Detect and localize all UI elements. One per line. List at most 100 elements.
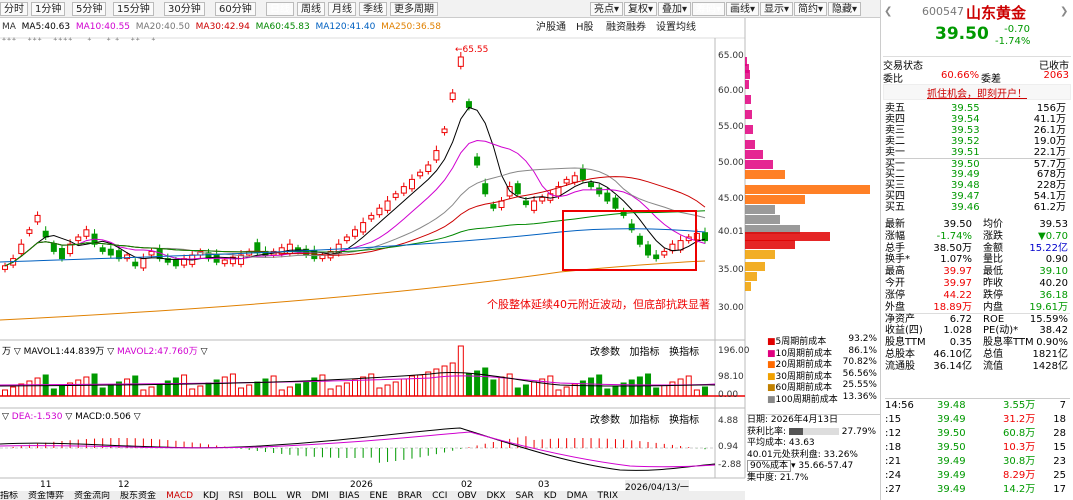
stat-value: 46.10亿 [933,348,972,360]
cost-range-select[interactable]: 90%成本 [747,460,792,473]
period-tab-8[interactable]: 月线 [328,2,356,16]
quote-panel [880,0,1073,500]
indicator-tab-3[interactable]: 股东资金 [120,491,157,500]
volume-bar [661,384,668,397]
chip-bar [745,160,773,169]
toolbar-mid-1[interactable]: H股 [576,22,594,33]
open-account-ad[interactable]: 抓住机会，即刻开户！ [883,84,1071,100]
toolbar-mid-0[interactable]: 沪股通 [536,22,566,33]
indicator-tab-1[interactable]: 资金博弈 [28,491,65,500]
period-tab-9[interactable]: 季线 [359,2,387,16]
stat-value: 1.07% [940,254,972,266]
toolbar-right-6[interactable]: 简约▾ [794,2,828,16]
cost-label: 20周期前成本 [775,360,832,370]
volume-bar [26,380,33,397]
stat-row: 流通股 36.14亿 流值 1428亿 [885,361,1070,373]
vol-param-button[interactable]: 改参数 [590,347,620,358]
indicator-tab-8[interactable]: WR [286,491,302,500]
period-tab-0[interactable]: 分时 [0,2,28,16]
period-tab-3[interactable]: 15分钟 [113,2,154,16]
chip-date: 日期: 2026年4月13日 [747,415,838,425]
indicator-tab-15[interactable]: DKX [486,491,506,500]
period-tab-5[interactable]: 60分钟 [215,2,256,16]
toolbar-mid-3[interactable]: 设置均线 [656,22,696,33]
indicator-tab-18[interactable]: DMA [566,491,588,500]
indicator-tab-13[interactable]: CCI [432,491,448,500]
toolbar-right-1[interactable]: 复权▾ [624,2,658,16]
macd-param-button[interactable]: 改参数 [590,415,620,426]
candle-body [221,259,228,265]
period-tab-4[interactable]: 30分钟 [164,2,205,16]
stat-value: 15.59% [1029,314,1068,326]
candle-body [132,261,139,267]
chip-bar [745,170,785,179]
toolbar-right-5[interactable]: 显示▾ [760,2,794,16]
order-price: 39.47 [951,191,980,202]
stat-label: PE(动)* [983,325,1019,337]
indicator-tab-19[interactable]: TRIX [597,491,619,500]
cost-value: 86.1% [848,345,877,356]
vol-add-indicator-button[interactable]: 加指标 [629,347,660,358]
candle-body [563,178,570,184]
volume-bar [457,345,464,397]
period-tab-1[interactable]: 1分钟 [31,2,66,16]
candle-body [596,187,603,195]
stat-row: 收益(四) 1.028 PE(动)* 38.42 [885,325,1070,337]
candle-body [588,182,595,188]
indicator-tab-7[interactable]: BOLL [253,491,277,500]
stat-value: 39.97 [943,266,972,278]
nav-prev-icon[interactable]: ❮ [884,6,893,17]
order-row: 卖一 39.51 22.1万 [885,147,1070,158]
period-tab-10[interactable]: 更多周期 [390,2,438,16]
tick-count: 15 [1053,442,1066,453]
period-tab-6[interactable]: 日线 [266,2,294,16]
tick-row: :15 39.49 31.2万 18 [885,413,1070,427]
order-row: 卖四 39.54 41.1万 [885,114,1070,125]
indicator-tab-5[interactable]: KDJ [203,491,219,500]
quote-stats: 最新 39.50 均价 39.53 涨幅 -1.74% 涨跌 ▼0.70 总手 38.50万 金额 1… [885,219,1070,372]
candle-body [539,196,546,202]
macd-switch-indicator-button[interactable]: 换指标 [669,415,700,426]
macd-add-indicator-button[interactable]: 加指标 [629,415,660,426]
toolbar-right-4[interactable]: 画线▾ [726,2,760,16]
chip-bar [745,232,830,241]
volume-bar [197,385,204,397]
candle-body [164,258,171,263]
stat-label: 股息率TTM [983,336,1034,348]
period-tab-7[interactable]: 周线 [297,2,325,16]
nav-next-icon[interactable]: ❯ [1060,6,1069,17]
toolbar-right-0[interactable]: 亮点▾ [590,2,624,16]
volume-bar [531,381,538,397]
stat-value: 1428亿 [1032,360,1068,372]
tick-volume: 3.55万 [1003,400,1036,411]
vol-switch-indicator-button[interactable]: 换指标 [669,347,700,358]
order-price: 39.48 [951,180,980,191]
toolbar-right-2[interactable]: 叠加▾ [658,2,692,16]
indicator-tab-12[interactable]: BRAR [397,491,423,500]
volume-bar [303,380,310,397]
stat-label: 流值 [983,360,1003,372]
indicator-tab-11[interactable]: ENE [369,491,388,500]
toolbar-mid-2[interactable]: 融资融券 [606,22,646,33]
indicator-tab-10[interactable]: BIAS [338,491,360,500]
indicator-tab-6[interactable]: RSI [228,491,244,500]
candle-body [474,156,481,166]
indicator-tab-9[interactable]: DMI [311,491,329,500]
period-tab-2[interactable]: 5分钟 [72,2,107,16]
indicator-tab-4[interactable]: MACD [166,491,194,500]
period-toolbar: 分时 1分钟 5分钟 15分钟 30分钟 60分钟 日线 周线 月线 季线 更多周期 亮点▾ 复权▾ 叠加… [0,0,880,18]
order-price: 39.55 [951,103,980,114]
toolbar-right-7[interactable]: 隐藏▾ [828,2,862,16]
toolbar-right-3[interactable]: 筹码▾ [692,2,726,16]
indicator-tab-14[interactable]: OBV [457,491,477,500]
tick-count: 18 [1053,414,1066,425]
cost-swatch: ■ [767,383,776,393]
volume-bar [352,379,358,397]
indicator-tab-0[interactable]: 指标 [0,491,19,500]
candle-body [531,200,538,211]
indicator-tab-16[interactable]: SAR [515,491,534,500]
stat-value: 38.42 [1039,325,1068,337]
indicator-tab-17[interactable]: KD [543,491,557,500]
indicator-tab-2[interactable]: 资金流向 [74,491,111,500]
candle-body [99,247,106,252]
